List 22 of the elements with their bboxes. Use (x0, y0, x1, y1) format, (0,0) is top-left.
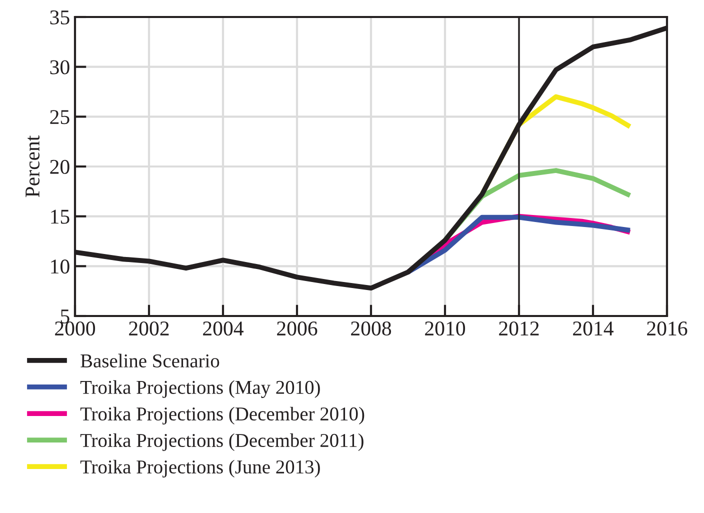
x-tick-label: 2016 (647, 321, 688, 336)
legend-label: Troika Projections (December 2010) (80, 406, 364, 424)
x-tick-label: 2014 (573, 321, 614, 336)
x-tick-label: 2000 (55, 321, 96, 336)
legend-label: Troika Projections (May 2010) (80, 380, 320, 398)
y-tick-label: 10 (51, 260, 70, 274)
legend-label: Troika Projections (December 2011) (80, 433, 364, 451)
y-tick-label: 30 (50, 60, 70, 74)
legend-label: Troika Projections (June 2013) (80, 460, 320, 478)
y-tick-label: 20 (50, 160, 70, 174)
x-tick-label: 2002 (129, 321, 169, 336)
x-tick-label: 2010 (425, 321, 466, 336)
y-tick-label: 25 (50, 110, 70, 124)
y-tick-label: 35 (50, 10, 70, 24)
x-tick-label: 2004 (203, 321, 244, 336)
legend-label: Baseline Scenario (80, 354, 220, 368)
x-tick-label: 2008 (351, 321, 392, 336)
x-tick-label: 2006 (277, 321, 318, 336)
y-tick-label: 5 (60, 310, 70, 324)
y-axis-title: Percent (26, 135, 40, 198)
x-tick-label: 2012 (499, 321, 539, 336)
y-tick-label: 15 (51, 210, 70, 224)
